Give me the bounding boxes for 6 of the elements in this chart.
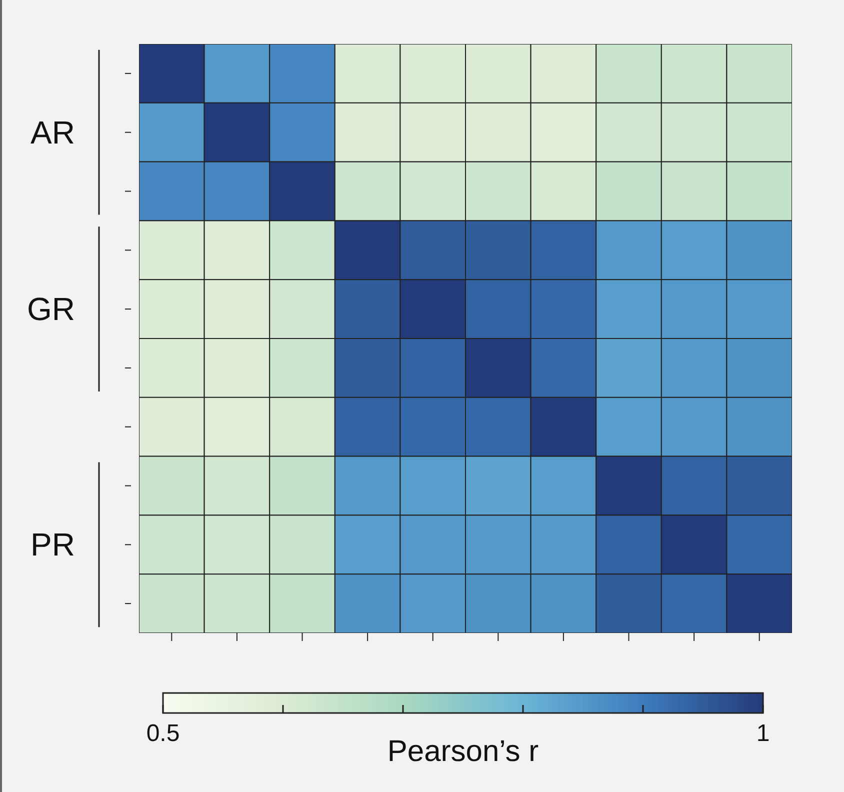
color-bar-title: Pearson’s r [387,735,539,768]
color-bar-label: 1 [756,720,770,747]
y-tick-label: PR [30,526,75,563]
color-bar-label: 0.5 [146,720,180,747]
y-tick-label: AR [30,114,75,150]
y-tick-label: GR [27,291,75,328]
